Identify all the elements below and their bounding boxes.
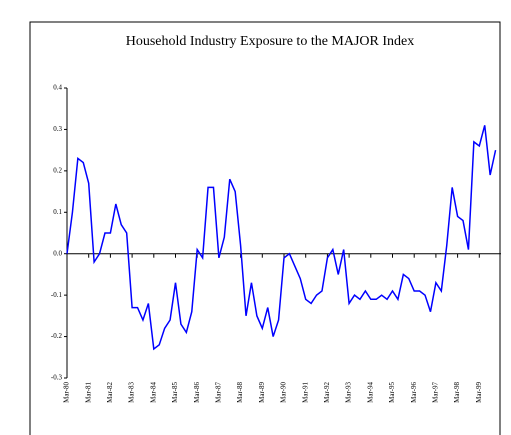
x-tick-label: Mar-91	[301, 382, 309, 403]
x-tick-label: Mar-87	[215, 382, 223, 403]
x-tick-label: Mar-90	[280, 382, 288, 403]
x-tick-label: Mar-98	[453, 382, 461, 403]
y-tick-label: 0.3	[53, 125, 62, 133]
x-tick-label: Mar-85	[171, 382, 179, 403]
x-tick-label: Mar-92	[323, 382, 331, 403]
y-tick-label: 0.1	[53, 208, 62, 216]
x-tick-label: Mar-96	[410, 382, 418, 403]
x-tick-label: Mar-89	[258, 382, 266, 403]
x-tick-label: Mar-83	[128, 382, 136, 403]
y-tick-label: -0.3	[51, 374, 63, 382]
x-tick-label: Mar-93	[345, 382, 353, 403]
data-line	[66, 125, 497, 351]
x-tick-label: Mar-81	[84, 382, 92, 403]
frame	[29, 21, 501, 435]
x-tick-label: Mar-84	[149, 382, 157, 403]
x-tick-label: Mar-82	[106, 382, 114, 403]
x-tick-label: Mar-86	[193, 382, 201, 403]
x-tick-label: Mar-99	[475, 382, 483, 403]
x-tick-label: Mar-94	[366, 382, 374, 403]
chart-title: Household Industry Exposure to the MAJOR…	[126, 34, 415, 49]
y-tick-label: 0.4	[53, 84, 62, 92]
x-tick-label: Mar-80	[63, 382, 71, 403]
y-tick-label: -0.1	[51, 291, 63, 299]
y-tick-label: 0.2	[53, 166, 62, 174]
x-tick-label: Mar-88	[236, 382, 244, 403]
y-tick-label: -0.2	[51, 332, 63, 340]
x-tick-label: Mar-95	[388, 382, 396, 403]
x-tick-label: Mar-97	[432, 382, 440, 403]
y-tick-label: 0.0	[53, 249, 62, 257]
